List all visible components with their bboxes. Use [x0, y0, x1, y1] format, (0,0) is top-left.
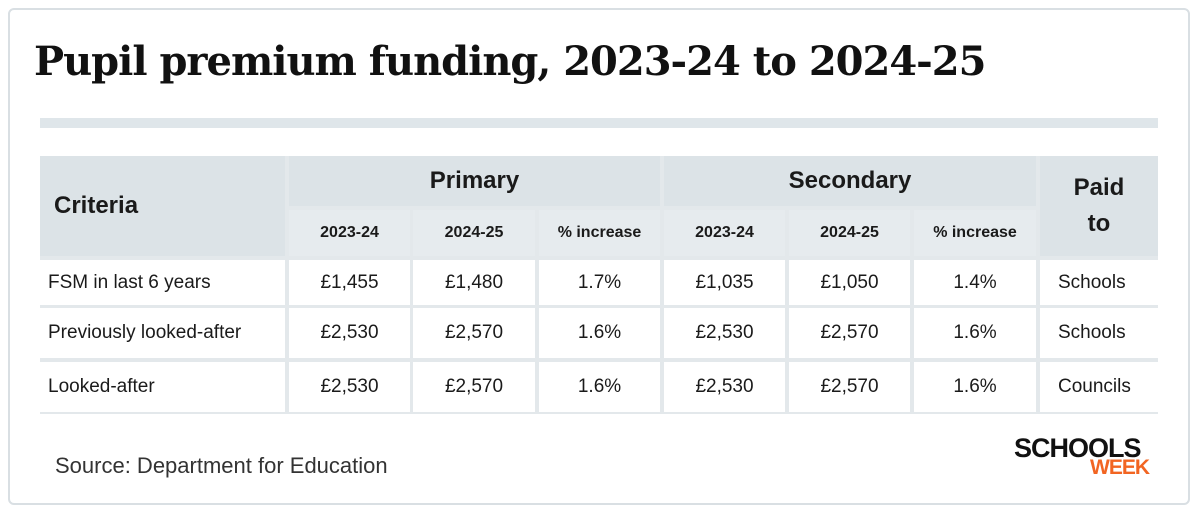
table-cell: 1.7%: [539, 260, 660, 305]
logo: SCHOOLS: [1014, 433, 1142, 463]
table-cell: Looked-after: [40, 362, 285, 412]
table-cell: 1.6%: [539, 362, 660, 412]
table-cell: FSM in last 6 years: [40, 260, 285, 305]
table-cell: £1,035: [664, 260, 785, 305]
subheader-cell: 2023-24: [664, 210, 785, 256]
table-cell: Schools: [1040, 308, 1158, 358]
title: Pupil premium funding, 2023-24 to 2024-2…: [34, 38, 986, 85]
table: Criteria Primary Secondary Paid to 2023-24 20…: [40, 156, 1158, 414]
table-cell: £1,455: [289, 260, 410, 305]
subheader-cell: 2023-24: [289, 210, 410, 256]
table-cell: Schools: [1040, 260, 1158, 305]
table-cell: Previously looked-after: [40, 308, 285, 358]
table-cell: 1.6%: [914, 362, 1036, 412]
header-cell: Criteria: [40, 156, 285, 256]
table-cell: £2,570: [413, 362, 535, 412]
subheader-cell: 2024-25: [413, 210, 535, 256]
table-cell: £1,480: [413, 260, 535, 305]
table-cell: £2,530: [289, 308, 410, 358]
table-cell: £2,570: [789, 362, 910, 412]
subheader-cell: 2024-25: [789, 210, 910, 256]
subheader-cell: % increase: [914, 210, 1036, 256]
table-cell: 1.6%: [914, 308, 1036, 358]
frame: [8, 8, 1190, 505]
table-cell: £2,530: [289, 362, 410, 412]
table-cell: £2,530: [664, 362, 785, 412]
table-cell: £2,570: [789, 308, 910, 358]
subheader-cell: % increase: [539, 210, 660, 256]
group-header: Secondary: [664, 156, 1036, 206]
table-cell: Councils: [1040, 362, 1158, 412]
group-header: Primary: [289, 156, 660, 206]
source: Source: Department for Education: [55, 453, 388, 478]
table-cell: £2,530: [664, 308, 785, 358]
logo: WEEK: [1090, 456, 1150, 479]
divider: [40, 118, 1158, 128]
table-cell: £2,570: [413, 308, 535, 358]
table-cell: 1.4%: [914, 260, 1036, 305]
table-cell: £1,050: [789, 260, 910, 305]
table-cell: 1.6%: [539, 308, 660, 358]
header-cell: Paid to: [1040, 156, 1158, 256]
